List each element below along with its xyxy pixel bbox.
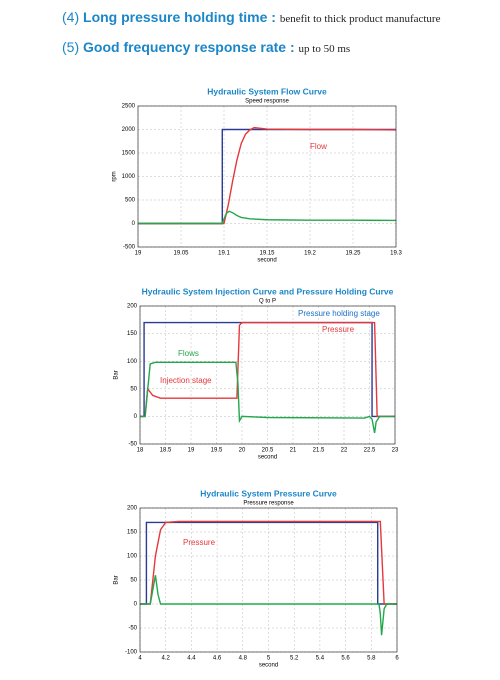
x-axis-label: second — [257, 258, 276, 264]
x-tick-label: 19.2 — [304, 251, 316, 257]
y-tick-label: 200 — [127, 506, 138, 512]
annotation: Pressure — [183, 538, 216, 547]
x-tick-label: 5 — [267, 656, 271, 662]
x-tick-label: 23 — [392, 448, 399, 454]
x-tick-label: 5.2 — [290, 656, 299, 662]
x-tick-label: 19.3 — [390, 251, 402, 257]
y-tick-label: -500 — [123, 245, 136, 251]
y-tick-label: 500 — [125, 198, 136, 204]
feature-number: (4) — [62, 9, 80, 25]
y-tick-label: 1500 — [122, 151, 136, 157]
annotation: Flows — [178, 349, 199, 358]
y-tick-label: 0 — [134, 602, 138, 608]
y-tick-label: 2000 — [122, 127, 136, 133]
annotation: Pressure — [322, 325, 355, 334]
y-tick-label: 2500 — [122, 104, 136, 110]
x-tick-label: 4.2 — [162, 656, 171, 662]
x-tick-label: 22.5 — [364, 448, 376, 454]
plot-frame — [139, 305, 396, 445]
x-tick-label: 21.5 — [313, 448, 325, 454]
x-tick-label: 5.4 — [316, 656, 325, 662]
x-tick-label: 19 — [135, 251, 142, 257]
x-tick-label: 19 — [188, 448, 195, 454]
x-tick-label: 4.8 — [239, 656, 248, 662]
line-series — [138, 126, 397, 225]
chart-title: Hydraulic System Pressure Curve — [200, 488, 337, 498]
x-tick-label: 18 — [137, 448, 144, 454]
x-tick-label: 19.05 — [173, 251, 189, 257]
annotation: Flow — [310, 142, 327, 151]
line-series — [138, 210, 397, 225]
chart-subtitle: Q to P — [259, 299, 276, 305]
feature-number: (5) — [62, 39, 80, 55]
feature-line: (4) Long pressure holding time : benefit… — [62, 9, 440, 25]
x-tick-label: 19.15 — [259, 251, 275, 257]
y-axis-label: rpm — [112, 171, 118, 181]
line-series — [140, 361, 395, 434]
chart-subtitle: Speed response — [245, 99, 289, 105]
feature-title: Long pressure holding time : — [83, 9, 276, 25]
y-tick-label: 100 — [127, 554, 138, 560]
x-tick-label: 20 — [239, 448, 246, 454]
y-tick-label: 50 — [130, 386, 137, 392]
y-tick-label: -100 — [125, 650, 138, 656]
annotation: Injection stage — [160, 376, 212, 385]
annotation: Pressure holding stage — [298, 309, 380, 318]
y-tick-label: 150 — [127, 530, 138, 536]
feature-title: Good frequency response rate : — [83, 39, 295, 55]
x-tick-label: 19.1 — [218, 251, 230, 257]
x-tick-label: 21 — [290, 448, 297, 454]
x-axis-label: second — [259, 663, 278, 669]
y-tick-label: 0 — [132, 221, 136, 227]
x-tick-label: 6 — [395, 656, 399, 662]
x-tick-label: 19.25 — [345, 251, 361, 257]
x-axis-label: second — [258, 455, 277, 461]
y-tick-label: -50 — [128, 626, 137, 632]
y-axis-label: Bar — [114, 575, 120, 584]
x-tick-label: 4.6 — [213, 656, 222, 662]
feature-text: up to 50 ms — [298, 43, 351, 55]
chart-subtitle: Pressure response — [243, 501, 294, 507]
y-tick-label: -50 — [128, 442, 137, 448]
x-tick-label: 5.6 — [341, 656, 350, 662]
chart-title: Hydraulic System Flow Curve — [207, 86, 327, 96]
x-tick-label: 4.4 — [187, 656, 196, 662]
x-tick-label: 18.5 — [160, 448, 172, 454]
feature-text: benefit to thick product manufacture — [279, 13, 441, 25]
plot-frame — [137, 105, 397, 248]
x-tick-label: 4 — [138, 656, 142, 662]
x-tick-label: 22 — [341, 448, 348, 454]
x-tick-label: 5.8 — [367, 656, 376, 662]
plot-frame — [139, 507, 398, 653]
x-tick-label: 19.5 — [211, 448, 223, 454]
y-tick-label: 50 — [130, 578, 137, 584]
feature-line: (5) Good frequency response rate : up to… — [62, 39, 350, 55]
x-tick-label: 20.5 — [262, 448, 274, 454]
y-tick-label: 1000 — [122, 174, 136, 180]
y-tick-label: 150 — [127, 331, 138, 337]
line-series — [140, 520, 397, 605]
y-tick-label: 200 — [127, 304, 138, 310]
chart-title: Hydraulic System Injection Curve and Pre… — [142, 286, 394, 296]
line-series — [140, 575, 397, 636]
y-axis-label: Bar — [114, 370, 120, 379]
y-tick-label: 100 — [127, 359, 138, 365]
y-tick-label: 0 — [134, 414, 138, 420]
